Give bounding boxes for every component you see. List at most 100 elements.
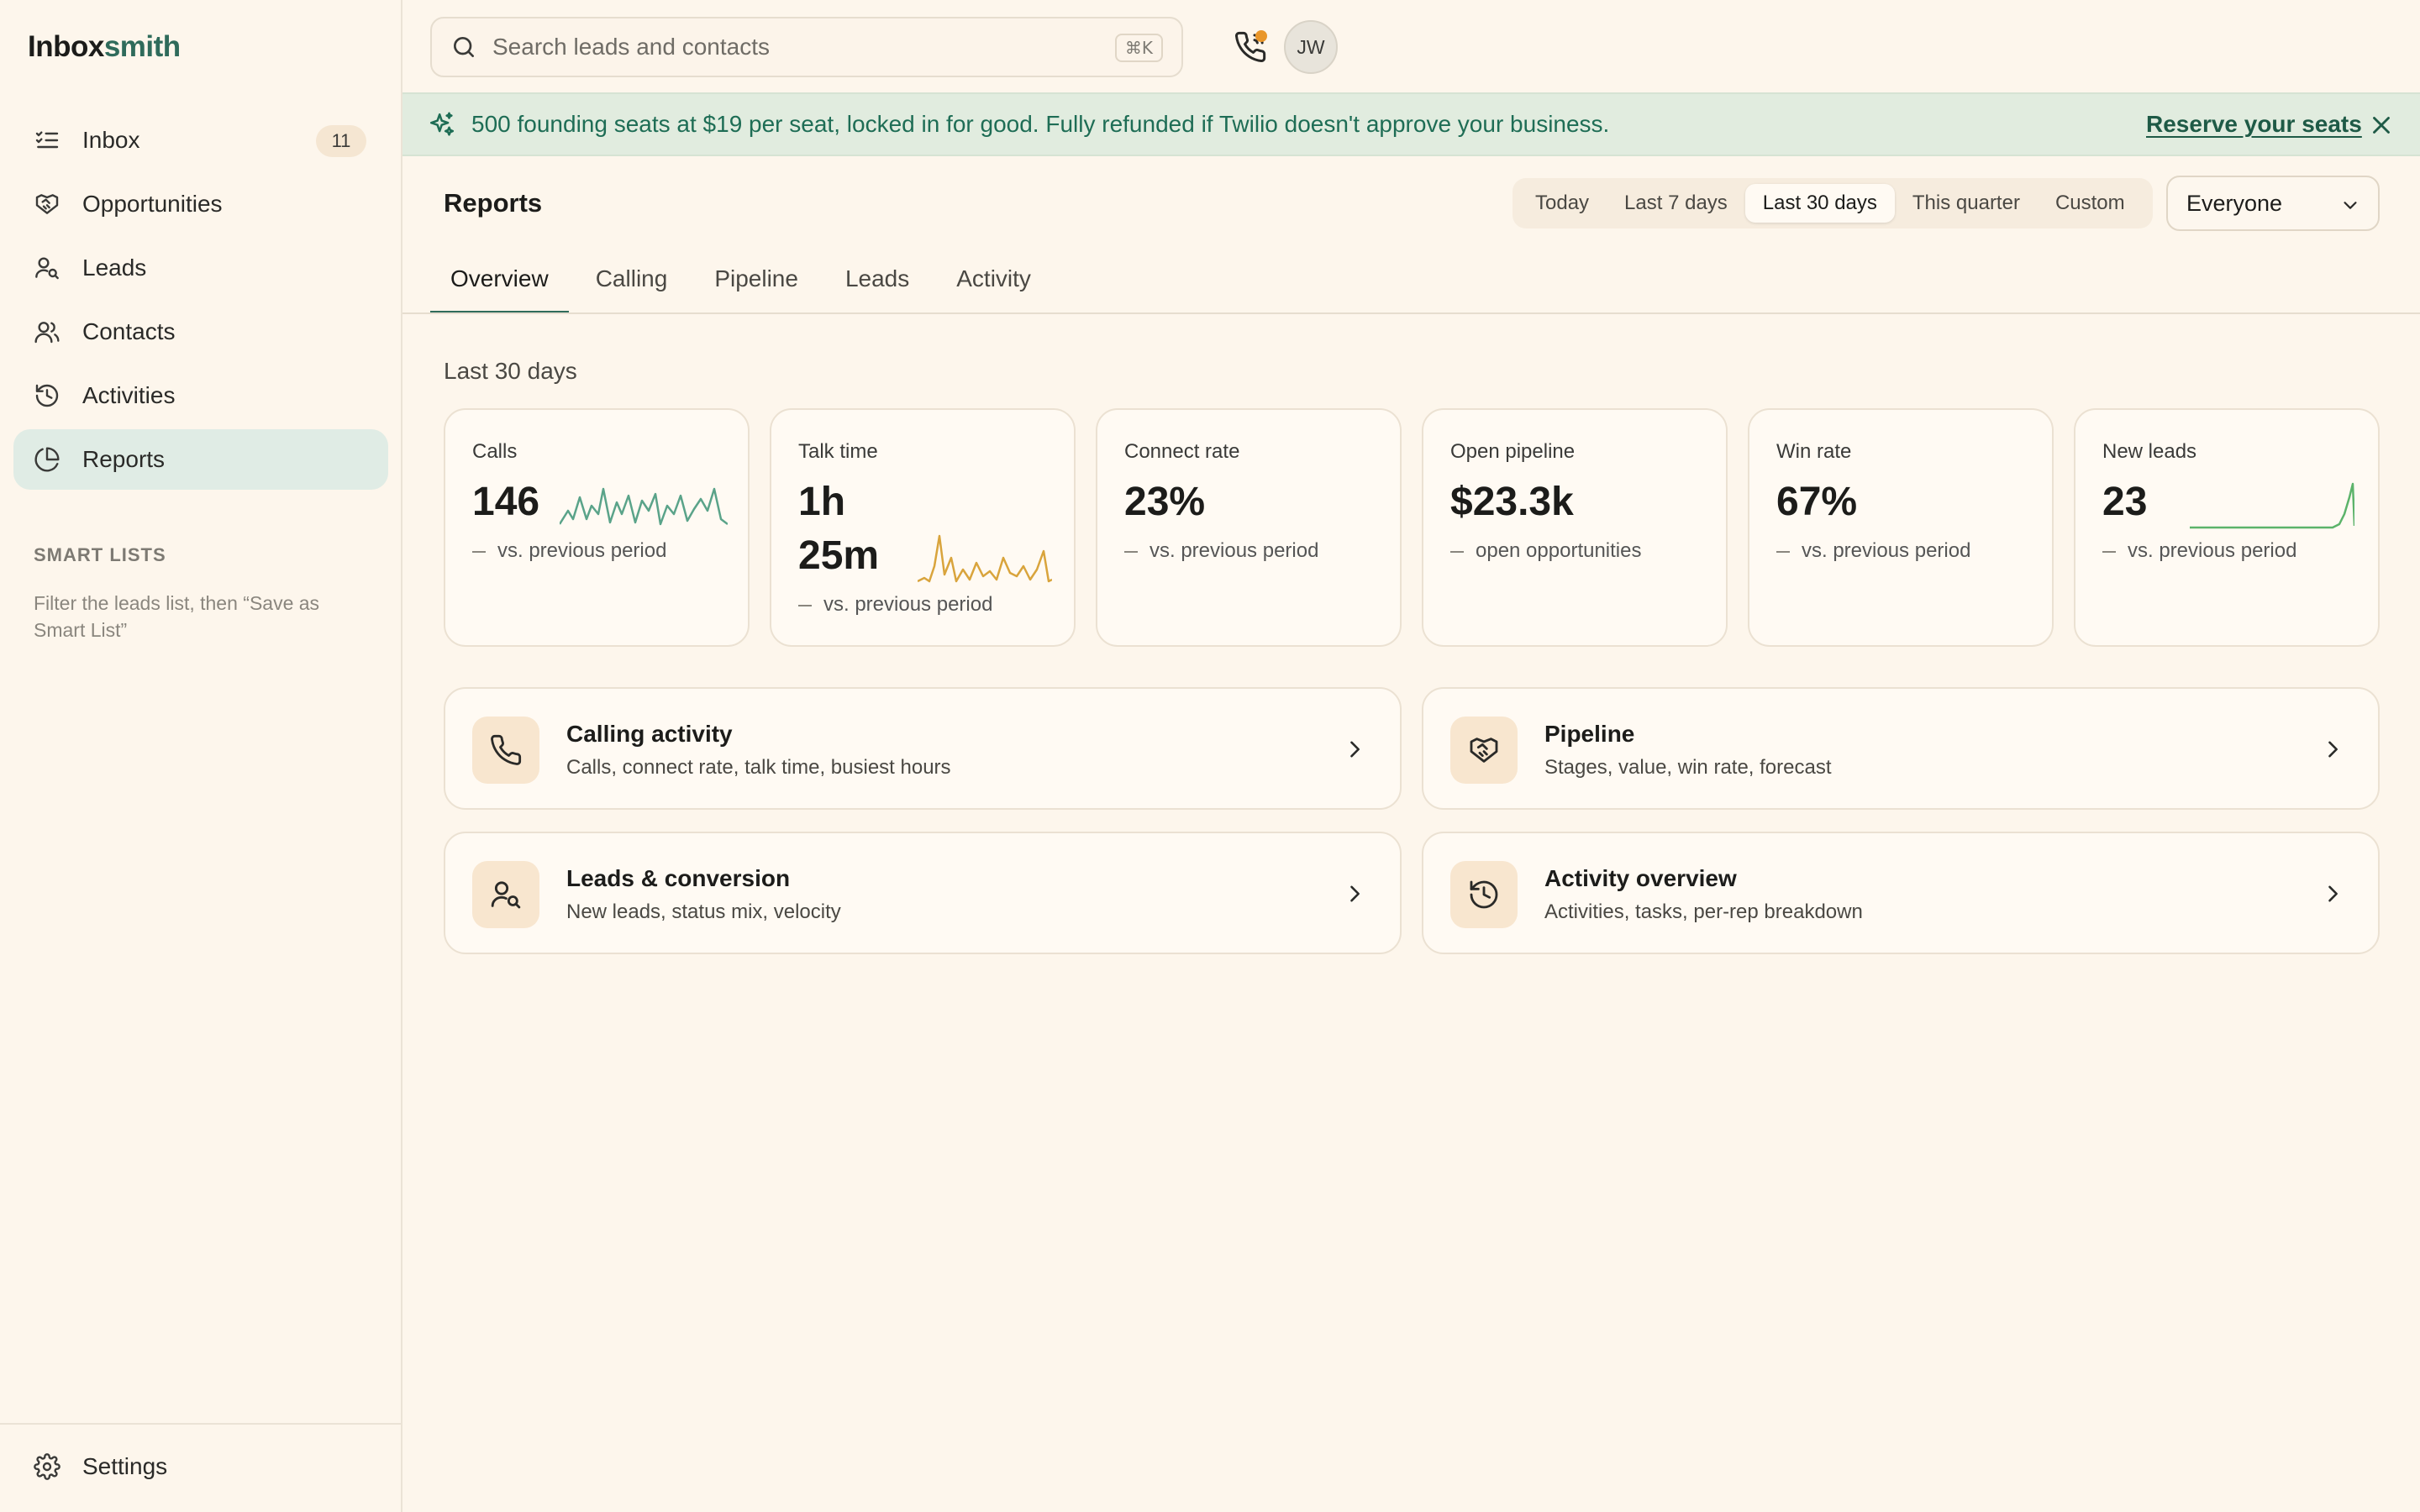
smart-lists-heading: SMART LISTS (34, 544, 166, 565)
report-icon-tile (1450, 861, 1518, 928)
report-link-title: Calling activity (566, 721, 733, 747)
sidebar-item-leads[interactable]: Leads (13, 238, 388, 298)
metric-card-talk-time: Talk time 1h 25m vs. previous period (770, 408, 1076, 647)
history-icon (1470, 880, 1498, 909)
sidebar-item-settings[interactable]: Settings (13, 1438, 388, 1495)
smart-lists-hint: Filter the leads list, then “Save as Sma… (34, 592, 320, 641)
list-check-icon (35, 131, 59, 149)
metric-comparison-text: open opportunities (1476, 539, 1642, 562)
metric-label: Open pipeline (1450, 440, 1576, 463)
metric-label: Win rate (1776, 440, 1852, 463)
report-icon-tile (1450, 717, 1518, 784)
metric-label: Connect rate (1124, 440, 1240, 463)
calls-sparkline (560, 487, 728, 526)
handshake-icon (1470, 738, 1498, 763)
brand-logo[interactable]: Inboxsmith (28, 30, 181, 64)
chevron-right-icon (2328, 741, 2338, 758)
sidebar-item-opportunities[interactable]: Opportunities (13, 174, 388, 234)
report-link-title: Leads & conversion (566, 865, 791, 891)
metric-comparison: vs. previous period (2102, 539, 2296, 563)
inbox-count-badge: 11 (316, 125, 366, 157)
sidebar-item-inbox[interactable]: Inbox 11 (13, 110, 388, 171)
brand-name-part1: Inbox (28, 30, 104, 63)
dash-icon (1124, 550, 1138, 553)
metric-value: 23 (2102, 480, 2148, 524)
tab-pipeline[interactable]: Pipeline (714, 265, 798, 291)
sidebar-item-label: Inbox (82, 127, 140, 153)
metric-comparison: open opportunities (1450, 539, 1641, 563)
report-tabs: Overview Calling Pipeline Leads Activity (430, 257, 1058, 314)
tab-leads[interactable]: Leads (844, 265, 910, 291)
tab-activity[interactable]: Activity (956, 265, 1031, 291)
promo-banner: 500 founding seats at $19 per seat, lock… (402, 92, 2420, 156)
user-search-icon (491, 881, 521, 909)
metric-value: 146 (472, 480, 540, 524)
avatar[interactable]: JW (1284, 20, 1338, 74)
dash-icon (472, 550, 486, 553)
page-title: Reports (444, 188, 543, 218)
report-link-calling-activity[interactable]: Calling activity Calls, connect rate, ta… (444, 687, 1402, 810)
dash-icon (1450, 550, 1464, 553)
phone-icon (491, 734, 522, 765)
metric-comparison-text: vs. previous period (1150, 539, 1319, 562)
report-link-description: Calls, connect rate, talk time, busiest … (566, 756, 951, 779)
owner-filter-select[interactable]: Everyone (2166, 176, 2380, 231)
new-leads-sparkline (2190, 482, 2354, 529)
metric-comparison-text: vs. previous period (823, 593, 993, 616)
chevron-right-icon (1350, 741, 1360, 758)
metric-card-open-pipeline: Open pipeline $23.3k open opportunities (1422, 408, 1728, 647)
metric-value: 67% (1776, 480, 1858, 524)
report-link-description: New leads, status mix, velocity (566, 900, 841, 923)
banner-message: 500 founding seats at $19 per seat, lock… (471, 111, 1610, 137)
talk-time-sparkline (918, 534, 1052, 583)
range-last-30-days-button[interactable]: Last 30 days (1744, 184, 1895, 223)
report-icon-tile (472, 861, 539, 928)
reserve-seats-link[interactable]: Reserve your seats (2146, 111, 2362, 137)
metric-value: 1h 25m (798, 475, 879, 583)
close-icon[interactable] (2367, 111, 2396, 139)
metric-value-hours: 1h (798, 480, 846, 524)
metric-comparison-text: vs. previous period (2128, 539, 2297, 562)
tab-calling[interactable]: Calling (595, 265, 668, 291)
sidebar-item-activities[interactable]: Activities (13, 365, 388, 426)
user-search-icon (35, 257, 59, 280)
report-link-activity-overview[interactable]: Activity overview Activities, tasks, per… (1422, 832, 2380, 954)
dash-icon (2102, 550, 2116, 553)
sidebar-nav: Inbox 11 Opportunities Leads Contacts Ac… (13, 110, 388, 493)
owner-filter-value: Everyone (2186, 190, 2283, 216)
range-custom-button[interactable]: Custom (2054, 192, 2125, 214)
dash-icon (1776, 550, 1790, 553)
gear-icon (34, 1453, 60, 1480)
sidebar-item-contacts[interactable]: Contacts (13, 302, 388, 362)
tab-overview[interactable]: Overview (430, 257, 569, 314)
chevron-right-icon (1350, 885, 1360, 902)
sidebar-item-label: Contacts (82, 318, 176, 344)
range-today-button[interactable]: Today (1535, 192, 1590, 214)
search-bar[interactable]: ⌘K (430, 17, 1183, 77)
pie-chart-icon (34, 447, 60, 472)
metric-card-connect-rate: Connect rate 23% vs. previous period (1096, 408, 1402, 647)
report-link-leads-conversion[interactable]: Leads & conversion New leads, status mix… (444, 832, 1402, 954)
search-input[interactable] (492, 34, 1081, 60)
users-icon (34, 322, 60, 344)
metric-label: Talk time (798, 440, 878, 463)
date-range-selector: Today Last 7 days Last 30 days This quar… (1512, 178, 2153, 228)
chevron-down-icon (2344, 202, 2357, 209)
metric-card-calls: Calls 146 vs. previous period (444, 408, 750, 647)
report-link-pipeline[interactable]: Pipeline Stages, value, win rate, foreca… (1422, 687, 2380, 810)
sidebar-item-label: Opportunities (82, 191, 223, 217)
range-this-quarter-button[interactable]: This quarter (1912, 192, 2020, 214)
report-link-description: Activities, tasks, per-rep breakdown (1544, 900, 1863, 923)
search-shortcut-hint: ⌘K (1114, 34, 1163, 62)
sidebar-item-label: Reports (82, 446, 166, 472)
metric-label: New leads (2102, 440, 2197, 463)
period-label: Last 30 days (444, 358, 577, 384)
metric-value: $23.3k (1450, 480, 1574, 524)
sidebar-item-reports[interactable]: Reports (13, 429, 388, 490)
range-last-7-days-button[interactable]: Last 7 days (1624, 192, 1728, 214)
dash-icon (798, 604, 812, 606)
metric-comparison-text: vs. previous period (497, 539, 667, 562)
sparkles-icon (429, 112, 455, 136)
metric-card-new-leads: New leads 23 vs. previous period (2074, 408, 2380, 647)
settings-label: Settings (82, 1453, 168, 1479)
